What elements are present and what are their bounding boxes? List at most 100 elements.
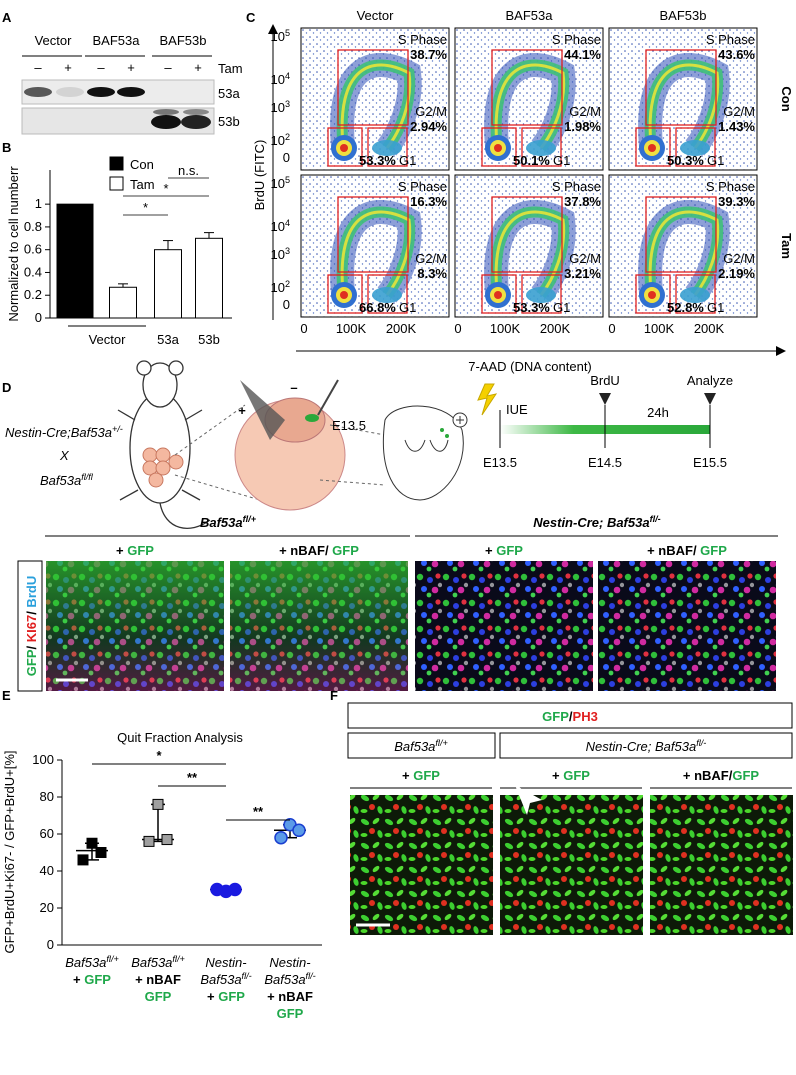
text-span: fl/fl — [81, 472, 94, 482]
text-span: 5 — [285, 175, 290, 185]
treatment-sign: + — [64, 60, 72, 75]
x-tick-label: 200K — [386, 321, 417, 336]
y-tick-label: 80 — [40, 789, 54, 804]
flow-plot — [300, 174, 450, 318]
text-span: + nBAF/ — [647, 543, 700, 558]
y-tick-label: 0.6 — [24, 242, 42, 257]
gate-s — [645, 196, 717, 273]
gate-percent: 8.3% — [417, 266, 447, 281]
gate-s — [491, 49, 563, 126]
header-box — [347, 702, 793, 729]
treatment-label: Tam — [218, 61, 243, 76]
condition-label: + GFP — [552, 768, 590, 783]
y-tick-label: 102 — [270, 132, 290, 148]
band-label: 53a — [218, 86, 240, 101]
gate-label: G1 — [553, 153, 570, 168]
text-span: Nestin-Cre;Baf53a — [5, 425, 112, 440]
timeline-interval: 24h — [647, 405, 669, 420]
gate-label: G2/M — [415, 251, 447, 266]
significance-label: * — [143, 200, 148, 215]
y-tick-label: 0 — [47, 937, 54, 952]
flow-plot — [608, 27, 758, 171]
data-point — [228, 882, 242, 897]
text-span: GFP — [84, 972, 111, 987]
cross-label: Nestin-Cre;Baf53a+/- — [5, 424, 123, 440]
condition-label: + nBAF/ GFP — [279, 543, 359, 558]
gate-label: S Phase — [398, 179, 447, 194]
gate-percent: 53.3% — [513, 300, 550, 315]
condition-label: + nBAF/ GFP — [647, 543, 727, 558]
bar — [56, 203, 94, 319]
timeline-event: Analyze — [687, 373, 733, 388]
x-tick-label: 100K — [336, 321, 367, 336]
text-span: GFP — [277, 1006, 304, 1021]
density-core — [494, 63, 566, 149]
gate-g2m — [675, 274, 716, 314]
x-tick-label: Nestin- — [269, 955, 311, 970]
x-tick-label: 53a — [157, 332, 179, 347]
text-span: GFP — [127, 543, 154, 558]
data-point — [95, 847, 107, 858]
text-span: / — [569, 709, 573, 724]
group-header: Nestin-Cre; Baf53afl/- — [533, 514, 660, 530]
g1-cluster — [648, 291, 656, 299]
text-span: fl/+ — [243, 514, 257, 524]
gate-g1 — [635, 274, 671, 314]
text-span: 0 — [283, 150, 290, 165]
y-tick-label: 0.4 — [24, 264, 42, 279]
text-span: + — [207, 989, 218, 1004]
text-span: 0 — [283, 297, 290, 312]
gate-percent: 2.19% — [718, 266, 755, 281]
blot-band — [153, 109, 179, 115]
density-core — [648, 63, 720, 149]
condition-label: + GFP — [485, 543, 523, 558]
text-span: 10 — [270, 100, 284, 115]
x-tick-label: Nestin- — [205, 955, 247, 970]
x-tick-label: Vector — [89, 332, 127, 347]
electrode-sign: – — [290, 380, 297, 395]
x-tick-label: 100K — [644, 321, 675, 336]
significance-label: * — [156, 748, 162, 763]
text-span: GFP — [563, 768, 590, 783]
blot-band — [151, 115, 181, 129]
text-span: fl/- — [696, 738, 706, 748]
group-header: Baf53afl/+ — [200, 514, 257, 530]
g2-cluster — [680, 140, 710, 156]
data-point — [143, 835, 155, 847]
embryos — [142, 447, 184, 488]
density-core — [648, 210, 720, 296]
row-label: Tam — [779, 233, 794, 259]
panel-letter: B — [2, 140, 11, 155]
text-span: 3 — [285, 99, 290, 109]
gate-label: G2/M — [415, 104, 447, 119]
blot-band — [24, 87, 52, 97]
treatment-sign: + — [127, 60, 135, 75]
gate-percent: 39.3% — [718, 194, 755, 209]
gate-percent: 1.43% — [718, 119, 755, 134]
gate-g2m — [521, 127, 562, 167]
g2-cluster — [372, 140, 402, 156]
significance-label: * — [163, 181, 168, 196]
text-span: Nestin- — [269, 955, 311, 970]
text-span: PH3 — [573, 709, 598, 724]
gate-percent: 2.94% — [410, 119, 447, 134]
gate-percent: 66.8% — [359, 300, 396, 315]
micrograph — [350, 795, 493, 935]
y-tick-label: 0 — [35, 310, 42, 325]
data-point — [292, 823, 306, 838]
mouse-illustration — [117, 360, 211, 529]
text-span: + — [116, 543, 127, 558]
x-tick-label: 53b — [198, 332, 220, 347]
text-span: 5 — [285, 28, 290, 38]
y-axis-label: Normalized to cell numberr — [6, 166, 21, 322]
x-tick-label: 0 — [454, 321, 461, 336]
flow-plot — [454, 174, 604, 318]
text-span: 4 — [285, 218, 290, 228]
text-span: + — [402, 768, 413, 783]
gate-percent: 3.21% — [564, 266, 601, 281]
text-span: 10 — [270, 176, 284, 191]
gate-percent: 43.6% — [718, 47, 755, 62]
text-span: / — [24, 642, 39, 649]
y-tick-label: 104 — [270, 218, 290, 234]
